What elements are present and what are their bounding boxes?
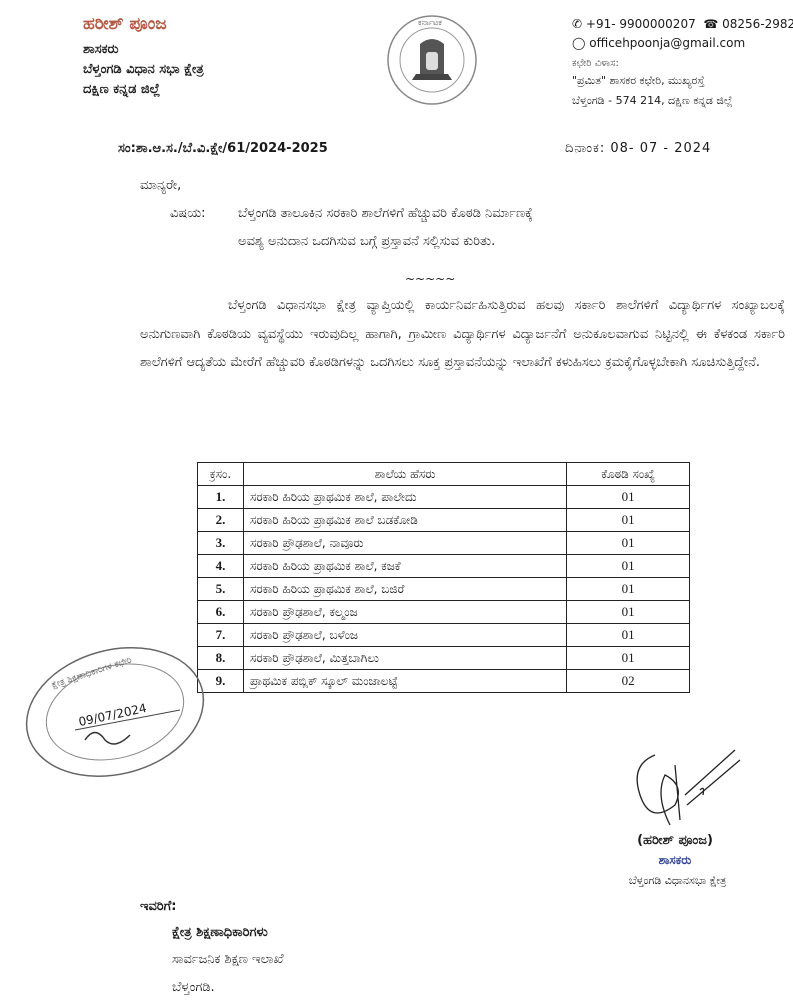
to-label: ಇವರಿಗೆ:: [140, 899, 177, 914]
header-serial: ಕ್ರಸಂ.: [197, 462, 244, 486]
subject-line-1: ಬೆಳ್ತಂಗಡಿ ತಾಲೂಕಿನ ಸರಕಾರಿ ಶಾಲೆಗಳಿಗೆ ಹೆಚ್ಚ…: [238, 206, 533, 221]
serial-number: 8.: [197, 646, 244, 670]
school-name: ಸರಕಾರಿ ಹಿರಿಯ ಪ್ರಾಥಮಿಕ ಶಾಲೆ, ಪಾಲೇದು: [242, 485, 568, 509]
school-name: ಸರಕಾರಿ ಪ್ರೌಢಶಾಲೆ, ಮಿತ್ತಬಾಗಿಲು: [242, 646, 568, 670]
serial-number: 4.: [197, 554, 244, 578]
room-count: 01: [566, 531, 690, 555]
contact-email: ◯ officehpoonja@gmail.com: [572, 36, 745, 50]
room-count: 01: [566, 508, 690, 532]
school-rooms-table: ಕ್ರಸಂ. ಶಾಲೆಯ ಹೆಸರು ಕೊಠಡಿ ಸಂಖ್ಯೆ 1. ಸರಕಾರಿ…: [197, 462, 690, 693]
serial-number: 3.: [197, 531, 244, 555]
recipient-line-2: ಸಾರ್ವಜನಿಕ ಶಿಕ್ಷಣ ಇಲಾಖೆ: [172, 952, 284, 967]
serial-number: 1.: [197, 485, 244, 509]
ornament-divider: ~~~~~: [405, 272, 456, 286]
email-address[interactable]: officehpoonja@gmail.com: [589, 36, 746, 50]
signatory-constituency: ಬೆಳ್ತಂಗಡಿ ವಿಧಾನಸಭಾ ಕ್ಷೇತ್ರ: [628, 874, 727, 887]
header-room-count: ಕೊಠಡಿ ಸಂಖ್ಯೆ: [566, 462, 690, 486]
salutation: ಮಾನ್ಯರೇ,: [140, 178, 182, 193]
letterhead-district: ದಕ್ಷಿಣ ಕನ್ನಡ ಜಿಲ್ಲೆ: [83, 82, 161, 97]
table-row: 3. ಸರಕಾರಿ ಪ್ರೌಢಶಾಲೆ, ನಾವೂರು 01: [197, 531, 690, 555]
table-row: 1. ಸರಕಾರಿ ಹಿರಿಯ ಪ್ರಾಥಮಿಕ ಶಾಲೆ, ಪಾಲೇದು 01: [197, 485, 690, 509]
school-name: ಸರಕಾರಿ ಪ್ರೌಢಶಾಲೆ, ಕಲ್ಮಂಜ: [242, 600, 568, 624]
contact-phones: ✆ +91- 9900000207 ☎ 08256-29820: [572, 17, 793, 31]
subject-label: ವಿಷಯ:: [170, 206, 206, 221]
room-count: 01: [566, 646, 690, 670]
received-stamp: ಕ್ಷೇತ್ರ ಶಿಕ್ಷಣಾಧಿಕಾರಿಗಳ ಕಛೇರಿ 09/07/2024: [20, 640, 210, 785]
school-name: ಸರಕಾರಿ ಪ್ರೌಢಶಾಲೆ, ನಾವೂರು: [242, 531, 568, 555]
table-row: 9. ಪ್ರಾಥಮಿಕ ಪಬ್ಲಿಕ್ ಸ್ಕೂಲ್ ಮಂಜಾಲಟ್ಟೆ 02: [197, 669, 690, 693]
signature: [625, 745, 755, 830]
emblem-text: ಕರ್ನಾಟಕ: [418, 18, 442, 27]
letterhead-constituency: ಬೆಳ್ತಂಗಡಿ ವಿಧಾನ ಸಭಾ ಕ್ಷೇತ್ರ: [83, 62, 204, 77]
office-label: ಕಛೇರಿ ವಿಳಾಸ:: [572, 58, 619, 69]
recipient-line-1: ಕ್ಷೇತ್ರ ಶಿಕ್ಷಣಾಧಿಕಾರಿಗಳು: [172, 925, 268, 940]
signatory-name: (ಹರೀಶ್ ಪೂಂಜ): [637, 833, 713, 848]
serial-number: 5.: [197, 577, 244, 601]
serial-number: 2.: [197, 508, 244, 532]
room-count: 01: [566, 600, 690, 624]
karnataka-emblem: ಕರ್ನಾಟಕ: [386, 14, 478, 106]
mobile-number: +91- 9900000207: [585, 17, 696, 31]
school-name: ಸರಕಾರಿ ಹಿರಿಯ ಪ್ರಾಥಮಿಕ ಶಾಲೆ ಬಡಕೋಡಿ: [242, 508, 568, 532]
table-row: 2. ಸರಕಾರಿ ಹಿರಿಯ ಪ್ರಾಥಮಿಕ ಶಾಲೆ ಬಡಕೋಡಿ 01: [197, 508, 690, 532]
table-row: 4. ಸರಕಾರಿ ಹಿರಿಯ ಪ್ರಾಥಮಿಕ ಶಾಲೆ, ಕಜಕೆ 01: [197, 554, 690, 578]
signatory-designation: ಶಾಸಕರು: [658, 853, 692, 867]
room-count: 01: [566, 554, 690, 578]
subject-line-2: ಅವಶ್ಯ ಅನುದಾನ ಒದಗಿಸುವ ಬಗ್ಗೆ ಪ್ರಸ್ತಾವನೆ ಸಲ…: [238, 234, 496, 249]
room-count: 01: [566, 485, 690, 509]
school-name: ಸರಕಾರಿ ಹಿರಿಯ ಪ್ರಾಥಮಿಕ ಶಾಲೆ, ಬಜಿರೆ: [242, 577, 568, 601]
reference-number: ಸಂ:ಶಾ.ಆ.ಸ./ಬೆ.ವಿ.ಕ್ಷೇ/61/2024-2025: [118, 141, 328, 156]
table-row: 5. ಸರಕಾರಿ ಹಿರಿಯ ಪ್ರಾಥಮಿಕ ಶಾಲೆ, ಬಜಿರೆ 01: [197, 577, 690, 601]
room-count: 01: [566, 623, 690, 647]
letterhead-name: ಹರೀಶ್ ಪೂಂಜ: [83, 14, 167, 34]
phone-icon: ✆: [572, 17, 583, 31]
letterhead-designation: ಶಾಸಕರು: [83, 42, 119, 57]
school-name: ಸರಕಾರಿ ಹಿರಿಯ ಪ್ರಾಥಮಿಕ ಶಾಲೆ, ಕಜಕೆ: [242, 554, 568, 578]
body-paragraph: ಬೆಳ್ತಂಗಡಿ ವಿಧಾನಸಭಾ ಕ್ಷೇತ್ರ ವ್ಯಾಪ್ತಿಯಲ್ಲಿ…: [140, 298, 785, 370]
school-name: ಪ್ರಾಥಮಿಕ ಪಬ್ಲಿಕ್ ಸ್ಕೂಲ್ ಮಂಜಾಲಟ್ಟೆ: [242, 669, 568, 693]
table-row: 8. ಸರಕಾರಿ ಪ್ರೌಢಶಾಲೆ, ಮಿತ್ತಬಾಗಿಲು 01: [197, 646, 690, 670]
table-row: 7. ಸರಕಾರಿ ಪ್ರೌಢಶಾಲೆ, ಬಳೆಂಜ 01: [197, 623, 690, 647]
telephone-icon: ☎: [703, 17, 719, 31]
address-line-2: ಬೆಳ್ತಂಗಡಿ - 574 214, ದಕ್ಷಿಣ ಕನ್ನಡ ಜಿಲ್ಲೆ: [572, 94, 733, 107]
email-icon: ◯: [572, 36, 586, 50]
table-header-row: ಕ್ರಸಂ. ಶಾಲೆಯ ಹೆಸರು ಕೊಠಡಿ ಸಂಖ್ಯೆ: [197, 462, 690, 486]
room-count: 01: [566, 577, 690, 601]
table-row: 6. ಸರಕಾರಿ ಪ್ರೌಢಶಾಲೆ, ಕಲ್ಮಂಜ 01: [197, 600, 690, 624]
landline-number: 08256-29820: [722, 17, 793, 31]
recipient-line-3: ಬೆಳ್ತಂಗಡಿ.: [172, 980, 215, 995]
header-school-name: ಶಾಲೆಯ ಹೆಸರು: [242, 462, 568, 486]
room-count: 02: [566, 669, 690, 693]
address-line-1: "ಪ್ರಮಿತ" ಶಾಸಕರ ಕಛೇರಿ, ಮುಖ್ಯರಸ್ತೆ: [572, 74, 705, 87]
serial-number: 7.: [197, 623, 244, 647]
serial-number: 6.: [197, 600, 244, 624]
letter-date: ದಿನಾಂಕ: 08- 07 - 2024: [565, 141, 712, 156]
school-name: ಸರಕಾರಿ ಪ್ರೌಢಶಾಲೆ, ಬಳೆಂಜ: [242, 623, 568, 647]
